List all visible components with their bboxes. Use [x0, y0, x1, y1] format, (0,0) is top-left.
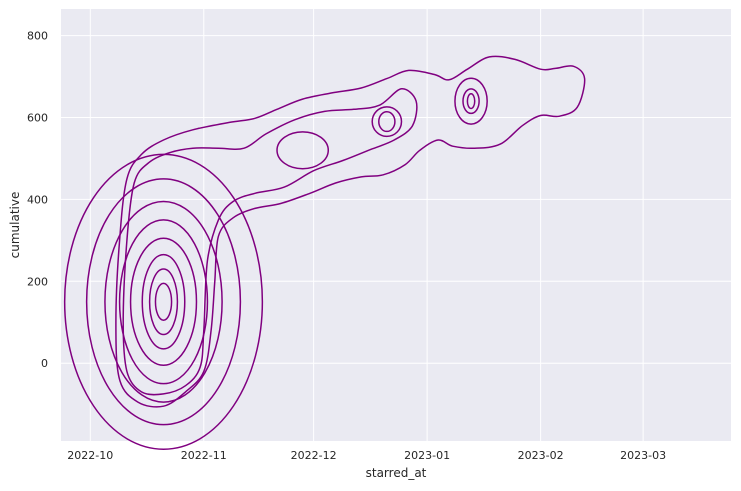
contour-line [276, 131, 330, 170]
y-tick-label: 600 [27, 112, 48, 125]
grid-lines [61, 9, 731, 441]
contour-line [118, 219, 209, 385]
contour-line [154, 282, 173, 321]
x-tick-label: 2023-02 [518, 449, 564, 462]
contour-line [129, 237, 198, 366]
x-tick-label: 2022-11 [181, 449, 227, 462]
contour-line [148, 268, 179, 336]
x-tick-label: 2023-03 [620, 449, 666, 462]
contour-line [63, 153, 264, 450]
x-tick-labels: 2022-10 2022-11 2022-12 2023-01 2023-02 2023-… [67, 449, 666, 462]
contour-line [454, 77, 488, 125]
contour-line [466, 93, 476, 110]
y-tick-labels: 0 200 400 600 800 [27, 30, 48, 371]
contour-line [378, 111, 396, 133]
y-tick-label: 200 [27, 275, 48, 288]
contour-line [122, 88, 418, 396]
x-axis-label: starred_at [366, 466, 427, 480]
contour-line [141, 253, 186, 350]
contour-lines [63, 55, 586, 450]
contour-line [104, 200, 223, 403]
x-tick-label: 2022-10 [67, 449, 113, 462]
x-tick-label: 2023-01 [404, 449, 450, 462]
contour-line [85, 178, 242, 426]
y-axis-label: cumulative [8, 192, 22, 259]
contour-line [115, 55, 586, 408]
y-tick-label: 0 [41, 357, 48, 370]
contour-line [462, 88, 480, 115]
x-tick-label: 2022-12 [291, 449, 337, 462]
y-tick-label: 400 [27, 193, 48, 206]
plot-background [61, 9, 731, 441]
contour-line [371, 106, 403, 138]
y-tick-label: 800 [27, 30, 48, 43]
